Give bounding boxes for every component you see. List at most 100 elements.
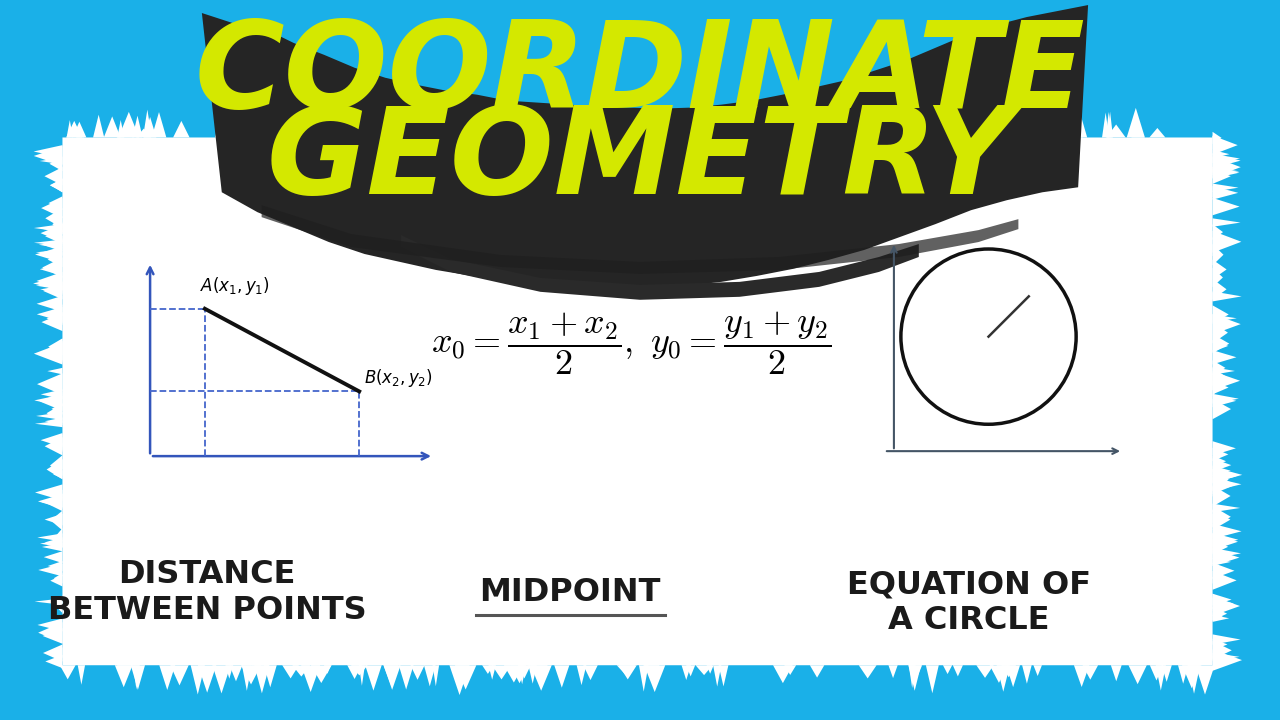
Polygon shape bbox=[37, 296, 63, 312]
Polygon shape bbox=[527, 665, 548, 678]
Polygon shape bbox=[33, 145, 63, 158]
Polygon shape bbox=[40, 285, 63, 294]
Polygon shape bbox=[1212, 156, 1240, 178]
Polygon shape bbox=[561, 124, 568, 138]
Text: GEOMETRY: GEOMETRY bbox=[266, 102, 1014, 219]
Polygon shape bbox=[252, 116, 270, 138]
Polygon shape bbox=[36, 249, 63, 256]
Polygon shape bbox=[233, 114, 250, 138]
Polygon shape bbox=[1212, 513, 1221, 527]
Polygon shape bbox=[1212, 150, 1229, 158]
Polygon shape bbox=[215, 120, 229, 138]
Polygon shape bbox=[143, 109, 152, 138]
Polygon shape bbox=[1212, 598, 1234, 609]
Polygon shape bbox=[132, 116, 142, 138]
Polygon shape bbox=[49, 338, 63, 355]
Polygon shape bbox=[1212, 135, 1238, 155]
Polygon shape bbox=[1212, 244, 1224, 266]
Text: EQUATION OF
A CIRCLE: EQUATION OF A CIRCLE bbox=[846, 569, 1091, 636]
Polygon shape bbox=[241, 117, 247, 138]
Polygon shape bbox=[1102, 112, 1110, 138]
Polygon shape bbox=[73, 122, 87, 138]
Polygon shape bbox=[1212, 456, 1226, 467]
Polygon shape bbox=[997, 665, 1010, 692]
Polygon shape bbox=[131, 665, 145, 690]
Polygon shape bbox=[709, 112, 718, 138]
Polygon shape bbox=[233, 114, 250, 138]
Polygon shape bbox=[1149, 128, 1165, 138]
Polygon shape bbox=[225, 665, 233, 679]
Polygon shape bbox=[1001, 665, 1016, 678]
Polygon shape bbox=[1212, 485, 1230, 507]
Polygon shape bbox=[1212, 367, 1235, 375]
Polygon shape bbox=[351, 665, 367, 675]
Polygon shape bbox=[45, 418, 63, 425]
Polygon shape bbox=[348, 112, 360, 138]
Polygon shape bbox=[643, 665, 659, 676]
Polygon shape bbox=[1212, 577, 1221, 583]
Polygon shape bbox=[1212, 305, 1229, 324]
Polygon shape bbox=[33, 146, 63, 166]
Polygon shape bbox=[233, 118, 247, 138]
Polygon shape bbox=[1212, 373, 1226, 386]
Polygon shape bbox=[37, 272, 63, 290]
Polygon shape bbox=[244, 128, 252, 138]
Polygon shape bbox=[40, 392, 63, 411]
Polygon shape bbox=[695, 665, 713, 675]
Polygon shape bbox=[228, 121, 244, 138]
Polygon shape bbox=[1212, 562, 1234, 579]
Polygon shape bbox=[1212, 571, 1236, 590]
Polygon shape bbox=[36, 412, 63, 420]
Polygon shape bbox=[1212, 539, 1229, 554]
Polygon shape bbox=[673, 112, 685, 138]
Polygon shape bbox=[54, 595, 63, 613]
Text: $x_0 = \dfrac{x_1 + x_2}{2},$: $x_0 = \dfrac{x_1 + x_2}{2},$ bbox=[431, 310, 632, 377]
Polygon shape bbox=[449, 665, 470, 695]
Polygon shape bbox=[1212, 260, 1226, 279]
Polygon shape bbox=[119, 112, 140, 138]
Polygon shape bbox=[1212, 653, 1239, 661]
Polygon shape bbox=[771, 110, 780, 138]
Polygon shape bbox=[1212, 539, 1226, 553]
Polygon shape bbox=[686, 665, 695, 676]
Polygon shape bbox=[41, 390, 63, 400]
Polygon shape bbox=[115, 665, 133, 688]
Polygon shape bbox=[50, 455, 63, 476]
Polygon shape bbox=[810, 665, 824, 678]
Polygon shape bbox=[1212, 374, 1234, 390]
Polygon shape bbox=[1007, 124, 1021, 138]
Polygon shape bbox=[1212, 533, 1238, 546]
Polygon shape bbox=[394, 109, 407, 138]
Polygon shape bbox=[1212, 315, 1236, 322]
Polygon shape bbox=[489, 665, 495, 680]
Polygon shape bbox=[1212, 154, 1240, 163]
Polygon shape bbox=[47, 338, 63, 360]
Polygon shape bbox=[1149, 665, 1164, 680]
Polygon shape bbox=[394, 112, 402, 138]
Polygon shape bbox=[261, 205, 1019, 274]
Polygon shape bbox=[554, 116, 563, 138]
Polygon shape bbox=[198, 665, 216, 693]
Polygon shape bbox=[1107, 112, 1114, 138]
Polygon shape bbox=[42, 628, 63, 644]
Polygon shape bbox=[891, 126, 913, 138]
Polygon shape bbox=[856, 123, 877, 138]
Polygon shape bbox=[40, 263, 63, 276]
Polygon shape bbox=[1161, 665, 1171, 682]
Text: $y_0 = \dfrac{y_1 + y_2}{2}$: $y_0 = \dfrac{y_1 + y_2}{2}$ bbox=[650, 310, 832, 377]
Polygon shape bbox=[1212, 534, 1238, 550]
Polygon shape bbox=[60, 665, 76, 680]
Polygon shape bbox=[1212, 237, 1221, 256]
Polygon shape bbox=[49, 647, 63, 658]
Polygon shape bbox=[1212, 360, 1225, 375]
Polygon shape bbox=[51, 403, 63, 415]
Polygon shape bbox=[1212, 340, 1229, 352]
Polygon shape bbox=[50, 438, 63, 451]
Polygon shape bbox=[191, 665, 205, 695]
Polygon shape bbox=[644, 665, 666, 692]
Polygon shape bbox=[51, 434, 63, 446]
Polygon shape bbox=[1083, 665, 1098, 680]
Polygon shape bbox=[52, 341, 63, 361]
Polygon shape bbox=[384, 665, 401, 690]
Polygon shape bbox=[365, 665, 381, 690]
